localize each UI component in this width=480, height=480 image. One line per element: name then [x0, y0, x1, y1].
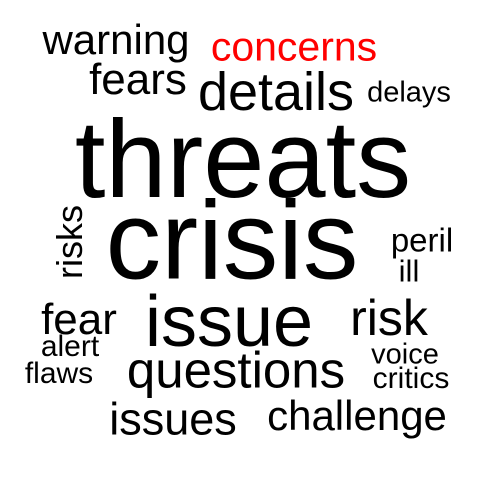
word-fear: fear: [41, 295, 117, 344]
word-flaws: flaws: [24, 357, 94, 390]
word-threats: threats: [74, 98, 412, 221]
word-critics: critics: [372, 362, 450, 395]
word-voice: voice: [371, 338, 439, 371]
word-delays: delays: [367, 76, 451, 109]
word-questions: questions: [126, 341, 346, 399]
word-details: details: [197, 62, 355, 122]
word-issues: issues: [109, 393, 237, 445]
word-peril: peril: [390, 221, 454, 259]
word-risks: risks: [49, 205, 90, 279]
word-ill: ill: [398, 253, 420, 289]
word-crisis: crisis: [105, 178, 359, 303]
word-fears: fears: [89, 55, 187, 104]
word-challenge: challenge: [267, 392, 447, 439]
word-risk: risk: [350, 290, 428, 346]
word-concerns: concerns: [210, 23, 378, 70]
word-alert: alert: [40, 330, 100, 363]
word-warning: warning: [42, 16, 190, 63]
word-issue: issue: [144, 282, 314, 362]
